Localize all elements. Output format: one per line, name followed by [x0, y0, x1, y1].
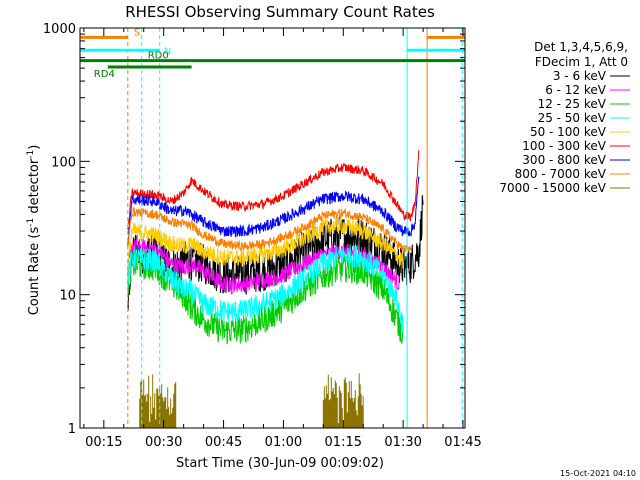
y-tick-label-0: 1 [68, 422, 76, 437]
status-bar-label-2: RD0 [148, 51, 169, 62]
x-tick-label-4: 01:15 [325, 435, 362, 450]
legend-header-line-2: FDecim 1, Att 0 [535, 55, 628, 69]
legend: Det 1,3,4,5,6,9, FDecim 1, Att 0 3 - 6 k… [499, 40, 630, 195]
saa-band-0 [139, 374, 177, 428]
x-axis-label: Start Time (30-Jun-09 00:09:02) [176, 456, 384, 471]
legend-label-4: 50 - 100 keV [530, 125, 607, 139]
x-tick-label-5: 01:30 [384, 435, 421, 450]
legend-header-line-1: Det 1,3,4,5,6,9, [534, 40, 628, 54]
y-tick-label-3: 1000 [43, 22, 76, 37]
legend-label-8: 7000 - 15000 keV [499, 181, 606, 195]
legend-label-1: 6 - 12 keV [545, 83, 607, 97]
x-tick-label-6: 01:45 [444, 435, 481, 450]
timestamp: 15-Oct-2021 04:10 [560, 469, 636, 478]
legend-label-3: 25 - 50 keV [538, 111, 607, 125]
x-tick-label-2: 00:45 [205, 435, 242, 450]
status-bar-label-0: S [134, 27, 140, 38]
x-tick-label-1: 00:30 [145, 435, 182, 450]
y-tick-label-2: 100 [51, 155, 76, 170]
chart-title: RHESSI Observing Summary Count Rates [125, 3, 435, 21]
legend-label-5: 100 - 300 keV [522, 139, 606, 153]
y-axis-label: Count Rate (s-1 detector-1) [26, 145, 42, 316]
axes: 1 10 100 1000 00:15 00:30 00:45 01:00 01:15 01:30… [43, 22, 482, 450]
x-tick-label-0: 00:15 [85, 435, 122, 450]
saa-band-1 [322, 373, 364, 428]
series-line-4 [127, 217, 404, 272]
legend-label-2: 12 - 25 keV [538, 97, 607, 111]
x-tick-label-3: 01:00 [265, 435, 302, 450]
series-line-2 [127, 250, 404, 345]
legend-label-7: 800 - 7000 keV [515, 167, 607, 181]
status-bar-label-3: RD4 [94, 69, 115, 80]
legend-label-0: 3 - 6 keV [553, 69, 607, 83]
plot-frame [79, 27, 466, 429]
series-line-7 [127, 207, 412, 254]
series-line-5 [127, 150, 420, 230]
series-line-3 [127, 244, 404, 334]
y-tick-label-1: 10 [59, 289, 76, 304]
legend-label-6: 300 - 800 keV [522, 153, 606, 167]
series-line-6 [127, 176, 420, 247]
status-bar-label-1: N [164, 46, 171, 57]
